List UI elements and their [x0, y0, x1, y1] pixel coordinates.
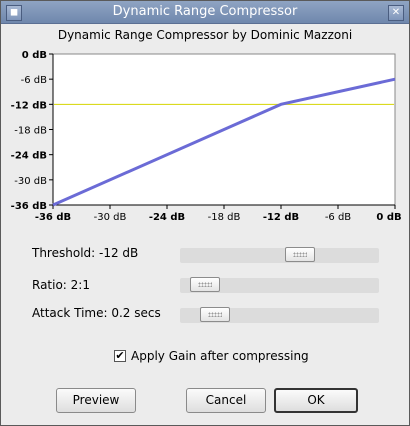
x-tick-label: -12 dB — [263, 212, 299, 223]
y-axis-ticks: 0 dB -6 dB -12 dB -18 dB -24 dB -30 dB -36 dB — [11, 50, 53, 212]
preview-button[interactable]: Preview — [56, 388, 136, 413]
x-tick-label: 0 dB — [376, 212, 401, 223]
y-tick-label: 0 dB — [22, 50, 47, 61]
window-menu-icon[interactable]: ◼ — [6, 5, 22, 21]
threshold-label: Threshold: -12 dB — [32, 246, 139, 260]
ratio-label: Ratio: 2:1 — [32, 278, 90, 292]
attack-time-label: Attack Time: 0.2 secs — [32, 306, 161, 320]
window-title: Dynamic Range Compressor — [112, 4, 298, 19]
ok-button[interactable]: OK — [274, 388, 358, 413]
y-tick-label: -18 dB — [14, 126, 47, 137]
y-tick-label: -12 dB — [11, 100, 47, 111]
dialog-subtitle: Dynamic Range Compressor by Dominic Mazz… — [57, 28, 353, 42]
ratio-slider[interactable] — [180, 277, 379, 293]
threshold-slider-thumb[interactable] — [285, 247, 315, 262]
attack-time-slider[interactable] — [180, 307, 379, 323]
x-axis-ticks: -36 dB -30 dB -24 dB -18 dB -12 dB -6 dB 0 dB — [35, 205, 402, 223]
x-tick-label: -18 dB — [208, 212, 241, 223]
dialog-content: Dynamic Range Compressor by Dominic Mazz… — [1, 24, 409, 425]
x-tick-label: -6 dB — [325, 212, 351, 223]
y-tick-label: -36 dB — [11, 201, 47, 212]
y-tick-label: -24 dB — [11, 151, 47, 162]
attack-time-slider-thumb[interactable] — [200, 307, 230, 322]
compression-curve-graph: 0 dB-6 dB-12 dB-18 dB-24 dB-30 dB-36 dB … — [11, 50, 402, 223]
cancel-button[interactable]: Cancel — [186, 388, 266, 413]
x-tick-label: -24 dB — [149, 212, 185, 223]
apply-gain-label[interactable]: Apply Gain after compressing — [131, 349, 309, 363]
y-tick-label: -30 dB — [14, 176, 47, 187]
ratio-slider-thumb[interactable] — [190, 277, 220, 292]
close-icon[interactable]: ✕ — [388, 5, 404, 21]
threshold-slider[interactable] — [180, 247, 379, 263]
compression-curve — [52, 77, 396, 207]
x-tick-label: -30 dB — [94, 212, 127, 223]
x-tick-label: -36 dB — [35, 212, 71, 223]
y-tick-label: -6 dB — [21, 75, 47, 86]
apply-gain-checkbox[interactable]: ✔ — [114, 349, 126, 362]
title-bar[interactable]: ◼ Dynamic Range Compressor ✕ — [1, 1, 409, 24]
